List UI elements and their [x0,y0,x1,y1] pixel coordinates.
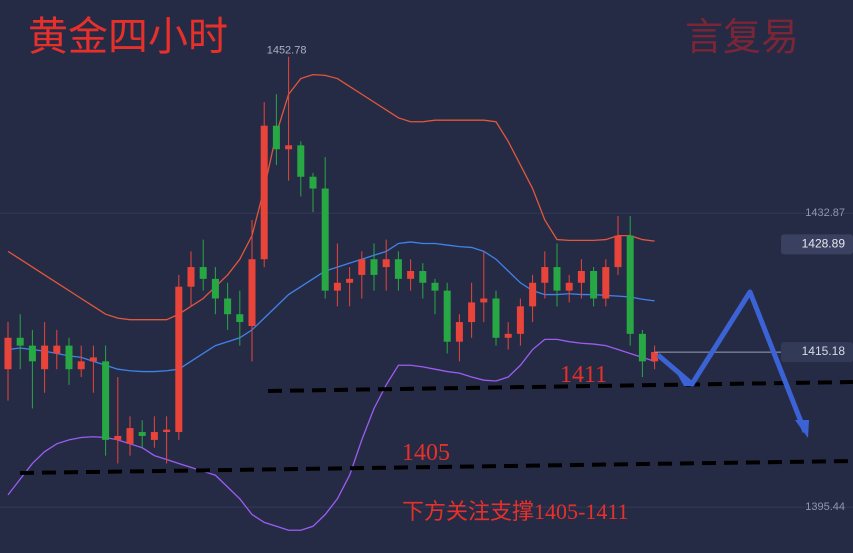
candle-body [102,361,110,440]
candle-body [541,267,549,283]
y-tick-label: 1395.44 [805,501,845,513]
candle-body [468,302,476,323]
price-labels: 1432.87 1395.44 1452.78 1428.89 1415.18 [267,45,853,513]
candle-body [321,188,329,291]
candle-body [553,267,561,291]
band-line [7,73,655,321]
band-line [7,241,655,373]
band-label-box [781,234,853,255]
candle-body [577,271,585,283]
candle-body [626,235,634,334]
y-tick-label: 1432.87 [805,207,845,219]
candle-body [126,428,134,444]
last-price-box [781,342,853,363]
candle-body [187,267,195,287]
candle-body [150,432,158,440]
candle-body [431,282,439,291]
candle-body [175,286,183,433]
support-line [267,380,853,393]
candle-body [492,298,500,338]
candle-body [529,282,537,307]
candle-body [77,361,85,370]
candle-body [297,145,305,177]
candle-body [138,432,146,436]
candle-body [199,267,207,279]
candle-body [346,278,354,283]
annotation: 1411 [560,362,607,388]
annotation: 下方关注支撑1405-1411 [402,499,629,524]
chart-title: 黄金四小时 [28,14,228,59]
last-price-label: 1415.18 [802,344,846,358]
high-label: 1452.78 [267,45,307,57]
candle-body [89,357,97,362]
arrow-head [795,420,809,438]
band-label: 1428.89 [802,237,846,251]
watermark: 言复易 [685,17,799,59]
grid [0,212,853,508]
candle-body [504,333,512,338]
candle-body [516,306,524,334]
candle-body [333,282,341,291]
candle-body [419,271,427,283]
candle-body [651,352,659,362]
candle-body [4,337,12,370]
candle-body [163,429,171,433]
candle-body [590,271,598,299]
candle-body [394,259,402,279]
candle-body [28,345,36,362]
candle-body [41,345,49,370]
arrow-head [676,372,695,386]
forecast-arrow [656,289,808,433]
candle-body [602,267,610,299]
annotation: 1405 [402,440,450,466]
candle-body [224,298,232,315]
candle-body [285,145,293,150]
candles [4,56,659,464]
candle-body [382,259,390,268]
candle-body [211,278,219,299]
candle-body [260,125,268,260]
candle-body [407,271,415,279]
candle-body [248,259,256,326]
candle-body [272,125,280,150]
candle-body [16,337,24,346]
candle-body [455,322,463,342]
candle-body [65,345,73,370]
candle-body [53,345,61,354]
candle-body [370,259,378,275]
candle-body [565,282,573,291]
candle-body [114,435,122,440]
candle-body [614,235,622,268]
candle-body [358,259,366,275]
candle-body [443,290,451,342]
candle-body [638,333,646,362]
candle-body [480,298,488,303]
candle-body [236,314,244,323]
candle-body [309,176,317,189]
support-line [19,459,853,475]
